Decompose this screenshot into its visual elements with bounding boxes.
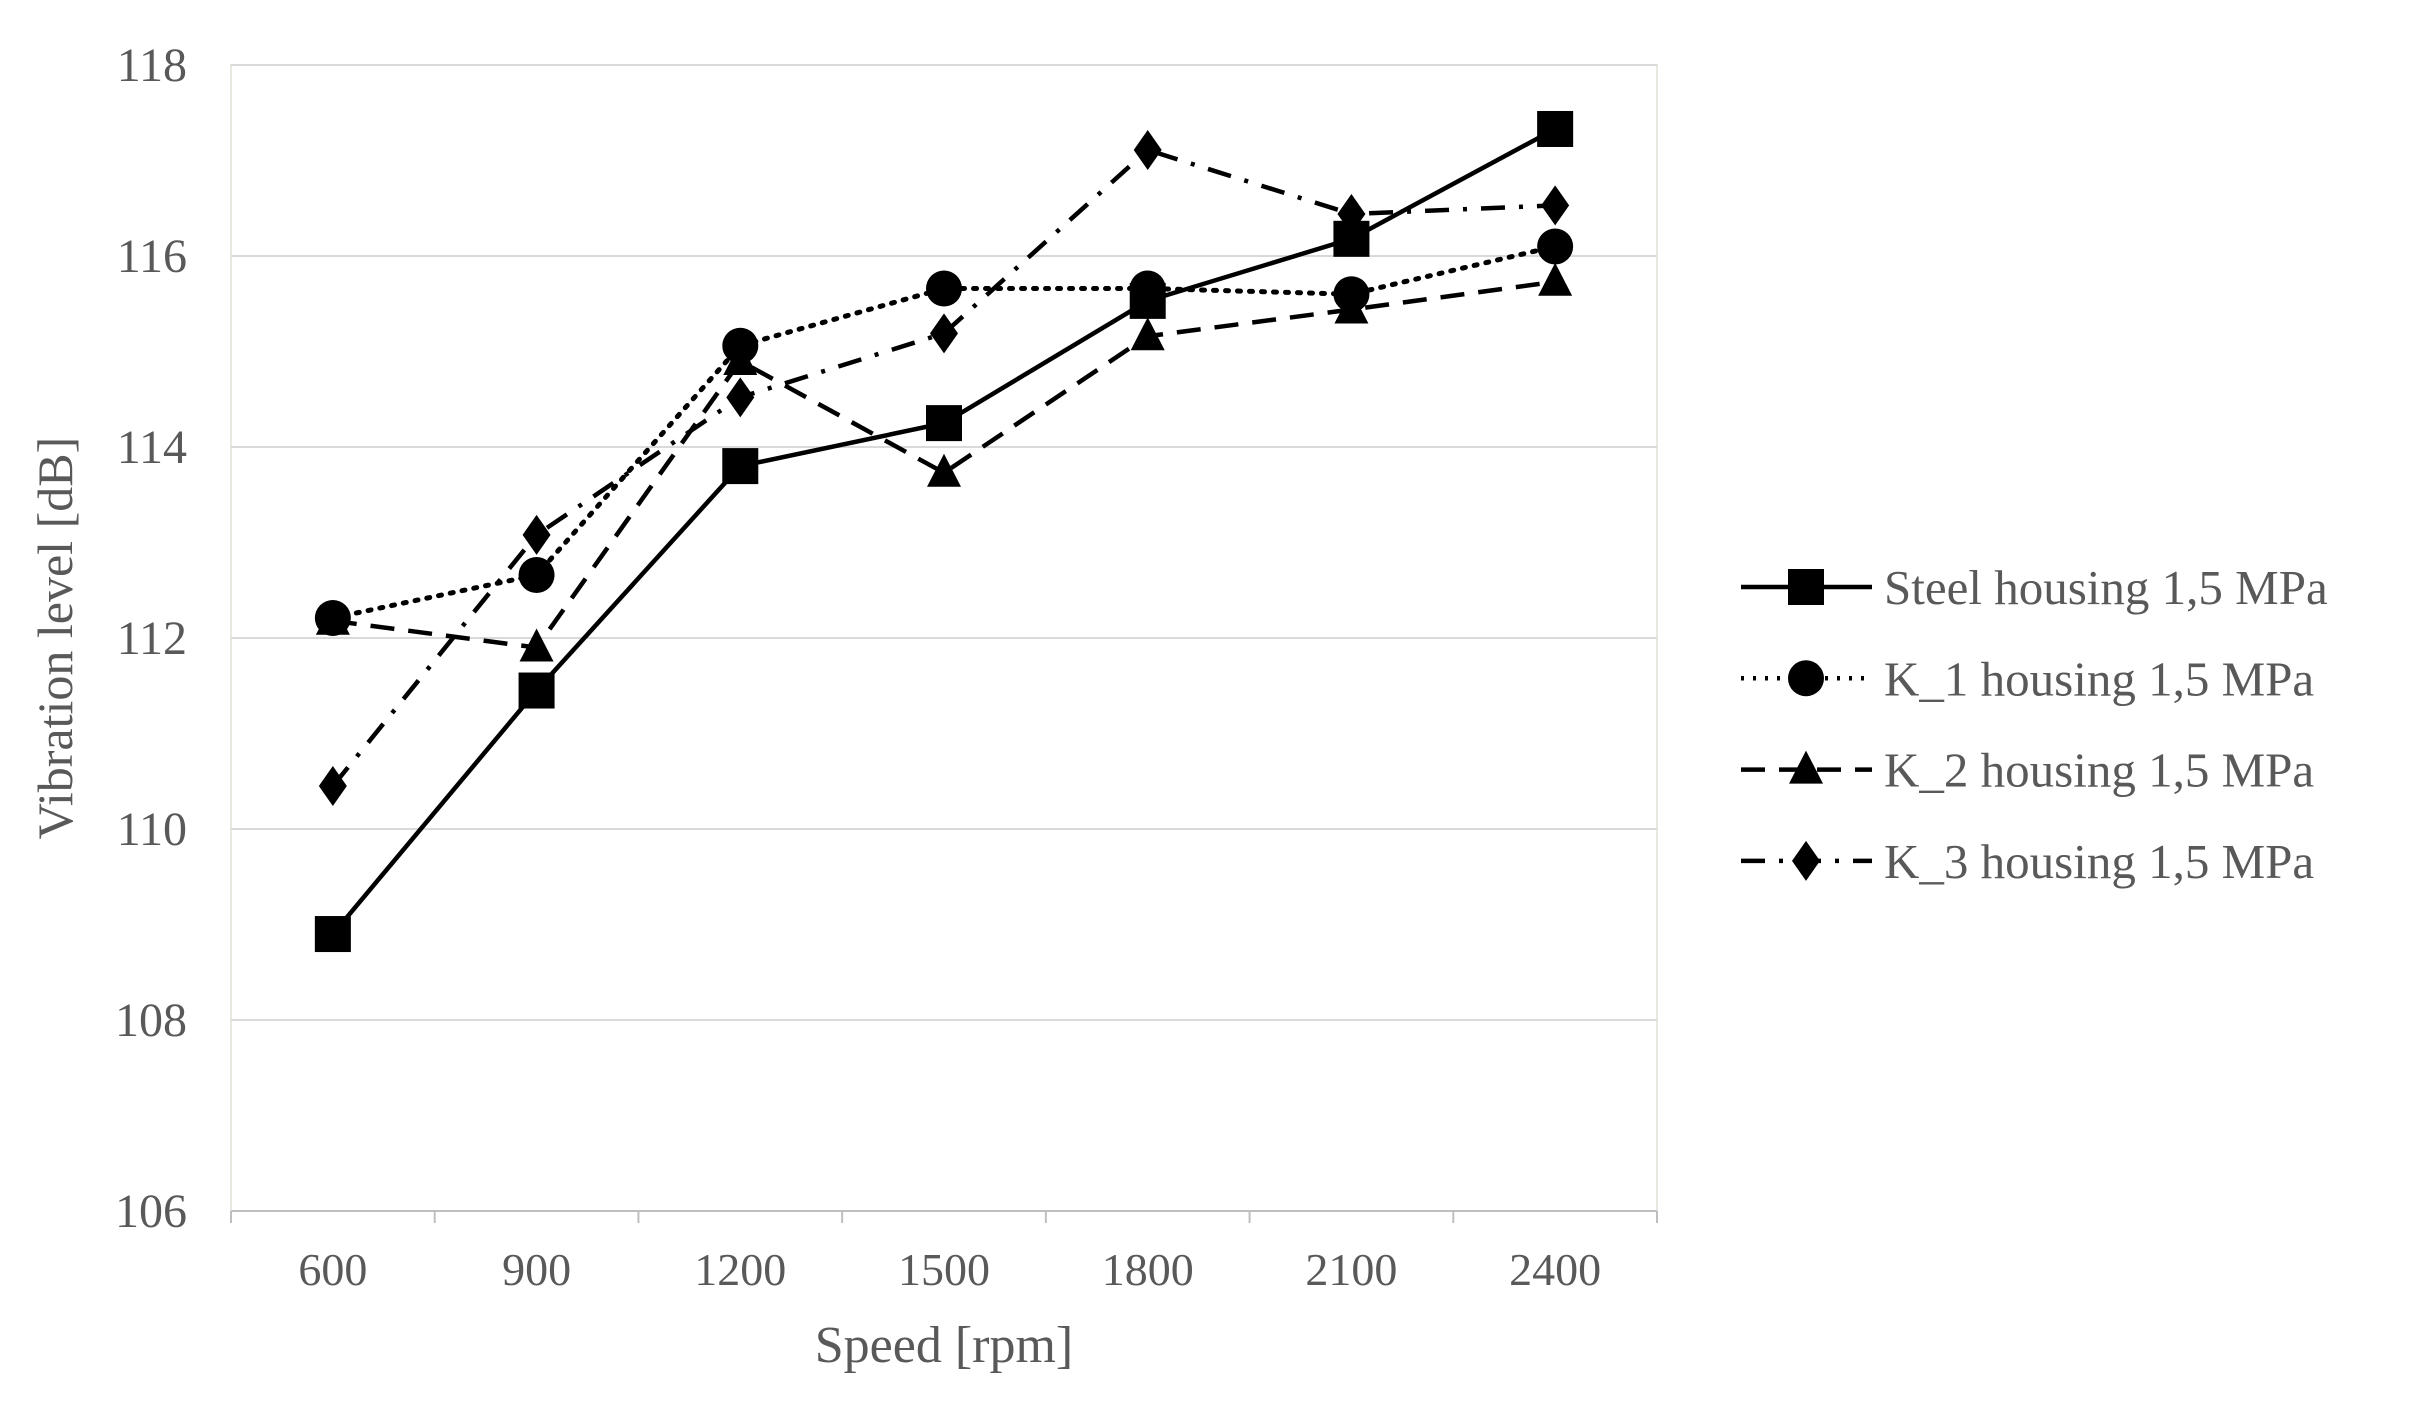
data-point-diamond [1541,185,1570,226]
x-tick-label: 600 [298,1244,367,1295]
data-point-diamond [522,514,551,555]
series-3 [315,262,1573,662]
data-point-circle [518,556,555,593]
data-point-circle [1537,228,1574,265]
legend-marker [1788,660,1824,697]
data-point-triangle [1130,317,1165,351]
data-point-square [722,448,759,485]
data-point-diamond [930,313,958,354]
y-tick-label: 118 [117,39,187,92]
y-tick-label: 114 [117,421,187,474]
data-point-diamond [1337,193,1366,234]
x-axis-ticks: 600 900 1200 1500 1800 2100 2400 [230,1210,1658,1295]
series-line [331,127,1557,936]
data-point-square [926,405,962,442]
x-tick-label: 900 [502,1244,571,1295]
legend-label: K_2 housing 1,5 MPa [1884,743,2314,798]
data-point-triangle [1538,262,1573,296]
legend-item: Steel housing 1,5 MPa [1741,560,2328,615]
series-1 [314,110,1574,953]
legend-label: K_3 housing 1,5 MPa [1884,834,2314,889]
data-point-square [518,672,555,709]
series-group [314,110,1574,953]
legend-item: K_1 housing 1,5 MPa [1741,651,2314,706]
data-point-diamond [318,766,347,807]
legend-marker [1792,840,1820,881]
x-tick-label: 1500 [898,1244,990,1295]
x-tick-label: 2400 [1509,1244,1601,1295]
y-tick-label: 116 [117,230,187,283]
y-tick-label: 110 [117,803,187,856]
x-tick-label: 2100 [1305,1244,1397,1295]
y-tick-label: 106 [115,1185,187,1238]
data-point-triangle [927,453,961,487]
data-point-triangle [519,628,554,662]
y-axis-label: Vibration level [dB] [27,437,83,839]
data-point-diamond [1133,129,1162,170]
legend-label: K_1 housing 1,5 MPa [1884,651,2314,706]
legend-label: Steel housing 1,5 MPa [1884,560,2328,615]
gridlines [230,64,1658,1212]
data-point-diamond [726,377,755,418]
data-point-triangle [315,601,350,635]
y-tick-label: 108 [115,994,187,1047]
x-axis-label: Speed [rpm] [815,1317,1073,1374]
data-point-circle [926,270,962,307]
y-axis-ticks: 106 108 110 112 114 116 118 [115,39,187,1238]
data-point-square [314,916,351,953]
y-tick-label: 112 [117,612,187,665]
data-point-circle [1129,270,1166,307]
series-4 [318,129,1570,807]
legend-marker [1789,750,1823,784]
legend: Steel housing 1,5 MPa K_1 housing 1,5 MPa… [1741,560,2328,889]
data-point-triangle [723,342,758,376]
x-tick-label: 1200 [694,1244,786,1295]
data-point-triangle [1334,290,1369,324]
legend-item: K_2 housing 1,5 MPa [1741,743,2314,798]
data-point-square [1537,110,1574,147]
legend-marker [1788,569,1824,605]
legend-item: K_3 housing 1,5 MPa [1741,834,2314,889]
x-tick-label: 1800 [1102,1244,1194,1295]
